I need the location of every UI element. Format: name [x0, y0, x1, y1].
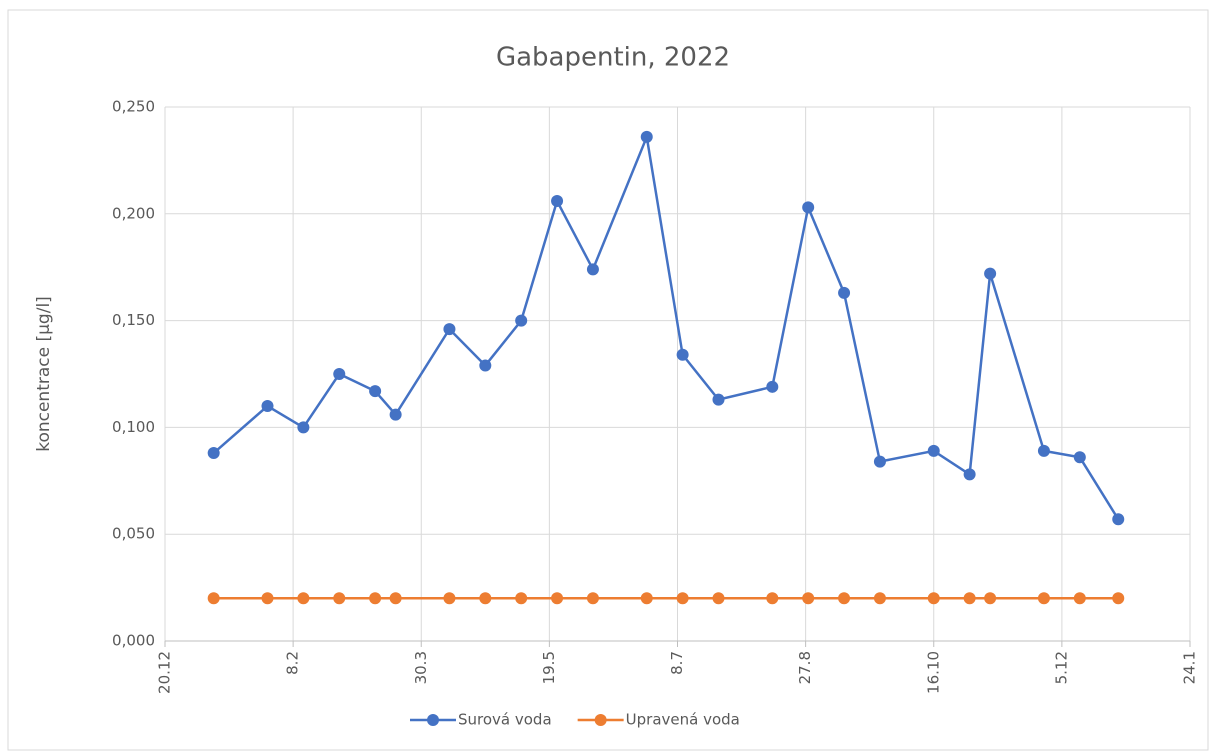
chart-title: Gabapentin, 2022: [496, 43, 730, 73]
data-point: [873, 592, 886, 605]
data-point: [640, 130, 653, 143]
y-tick-label: 0,200: [112, 204, 155, 222]
data-point: [802, 201, 815, 214]
data-point: [207, 592, 220, 605]
data-point: [297, 592, 310, 605]
data-point: [1037, 592, 1050, 605]
x-tick-label: 8.2: [284, 651, 302, 675]
data-point: [333, 592, 346, 605]
data-point: [838, 592, 851, 605]
y-tick-label: 0,050: [112, 525, 155, 543]
x-tick-label: 16.10: [924, 651, 942, 694]
data-point: [389, 592, 402, 605]
data-point: [389, 408, 402, 421]
data-point: [369, 592, 382, 605]
data-point: [207, 447, 220, 460]
data-point: [927, 444, 940, 457]
data-point: [586, 592, 599, 605]
chart-border: [7, 9, 1209, 751]
x-tick-label: 27.8: [796, 651, 814, 684]
x-tick-label: 30.3: [412, 651, 430, 684]
data-point: [586, 263, 599, 276]
data-point: [640, 592, 653, 605]
data-point: [369, 385, 382, 398]
data-point: [676, 592, 689, 605]
data-point: [1073, 451, 1086, 464]
legend-label: Surová voda: [458, 711, 552, 729]
x-tick-label: 20.12: [156, 651, 174, 694]
x-tick-label: 19.5: [540, 651, 558, 684]
data-point: [802, 592, 815, 605]
data-point: [984, 267, 997, 280]
data-point: [963, 592, 976, 605]
data-point: [261, 400, 274, 413]
y-tick-label: 0,100: [112, 418, 155, 436]
series-line: [212, 132, 1120, 520]
data-point: [838, 286, 851, 299]
data-point: [1073, 592, 1086, 605]
legend-marker: [594, 714, 607, 726]
x-tick-label: 5.12: [1052, 651, 1070, 684]
data-point: [515, 592, 528, 605]
data-point: [261, 592, 274, 605]
data-point: [676, 348, 689, 361]
data-point: [712, 393, 725, 406]
data-point: [766, 380, 779, 393]
data-point: [443, 592, 456, 605]
y-tick-label: 0,150: [112, 311, 155, 329]
data-point: [479, 359, 492, 372]
data-point: [1037, 444, 1050, 457]
data-point: [927, 592, 940, 605]
y-tick-label: 0,250: [112, 98, 155, 116]
data-point: [297, 421, 310, 434]
data-point: [515, 314, 528, 327]
data-point: [873, 455, 886, 468]
legend-marker: [427, 714, 439, 726]
data-point: [984, 592, 997, 605]
data-point: [333, 368, 346, 380]
data-point: [551, 592, 564, 605]
data-point: [1112, 592, 1125, 605]
y-tick-label: 0,000: [112, 632, 155, 650]
data-point: [443, 323, 456, 336]
data-point: [551, 194, 564, 207]
data-point: [1112, 513, 1125, 526]
data-point: [479, 592, 492, 605]
data-point: [766, 592, 779, 605]
legend-label: Upravená voda: [626, 711, 740, 729]
data-point: [963, 468, 976, 481]
data-point: [712, 592, 725, 605]
x-tick-label: 8.7: [668, 651, 686, 675]
y-axis-label: koncentrace [µg/l]: [34, 296, 54, 452]
x-tick-label: 24.1: [1181, 651, 1199, 684]
